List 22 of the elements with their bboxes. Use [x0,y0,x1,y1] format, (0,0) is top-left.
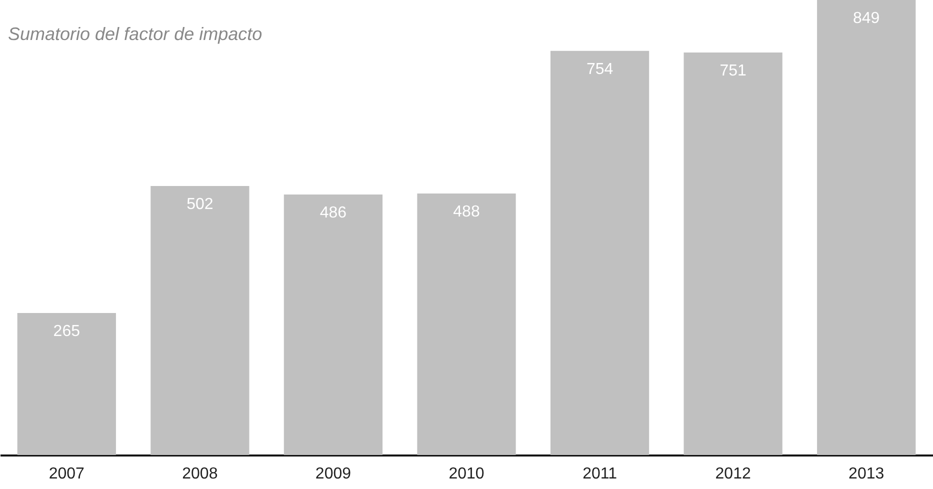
bar [550,50,650,455]
bar [417,193,516,455]
bar [817,0,916,455]
data-label: 488 [453,203,480,220]
data-label: 751 [720,62,747,80]
x-tick-label: 2011 [582,466,618,482]
x-tick-label: 2012 [715,466,751,482]
data-label: 849 [853,10,880,27]
bar [284,194,383,455]
x-tick-label: 2007 [48,466,85,482]
text: Sumatorio del factor de impacto [8,24,262,44]
x-tick-label: 2009 [315,466,352,482]
data-label: 754 [586,60,614,78]
data-label: 265 [53,322,80,340]
data-label: 486 [320,204,347,222]
data-label: 502 [186,196,214,213]
x-tick-label: 2008 [182,466,218,482]
bar [684,52,782,455]
x-tick-label: 2013 [848,466,884,482]
bar [17,312,116,455]
x-tick-label: 2010 [448,466,484,482]
bar [150,186,250,455]
